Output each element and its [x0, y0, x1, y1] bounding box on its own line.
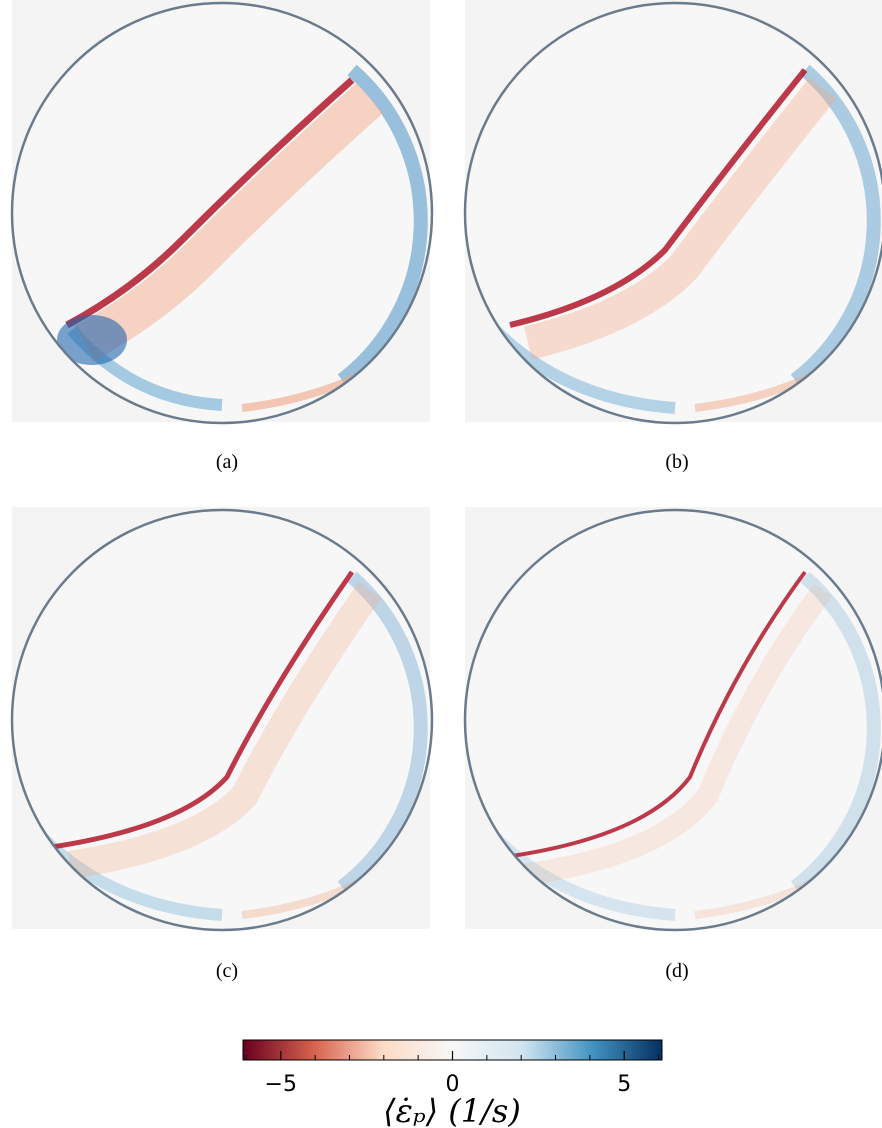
interface: [509, 68, 808, 328]
heatmap: [465, 510, 882, 930]
tick-label: 0: [446, 1072, 460, 1097]
panel-label: (a): [216, 451, 238, 473]
interior: [12, 3, 432, 423]
container-outline: [463, 508, 882, 932]
panel: [463, 0, 882, 425]
interface: [51, 570, 355, 850]
heatmap: [465, 3, 882, 423]
interior: [12, 510, 432, 930]
heatmap: [12, 3, 432, 423]
interface-glow: [524, 77, 837, 360]
rim-blue: [337, 571, 428, 893]
panel-label: (d): [665, 960, 688, 982]
rim-blue: [790, 64, 881, 386]
panel: [10, 0, 434, 425]
colorbar: −5 0 5 ⟨ε̇ₚ⟩ (1/s): [242, 1039, 663, 1128]
rim-blue: [790, 571, 881, 893]
interface-glow: [75, 83, 384, 361]
panel: [10, 507, 434, 932]
tick-label: −5: [265, 1072, 297, 1097]
rim-blue: [337, 64, 428, 386]
panel-label: (b): [665, 451, 688, 473]
interface: [65, 77, 355, 329]
interior: [465, 3, 882, 423]
container-outline: [10, 508, 434, 932]
panel: [463, 507, 882, 932]
panel-label: (c): [216, 960, 238, 982]
tick-label: 5: [617, 1072, 631, 1097]
heatmap: [12, 510, 432, 930]
interface: [504, 570, 807, 859]
colorbar-label: ⟨ε̇ₚ⟩ (1/s): [383, 1092, 521, 1128]
container-outline: [10, 1, 434, 425]
blue-spot: [57, 315, 127, 365]
interior: [465, 510, 882, 930]
interface-glow: [67, 582, 382, 879]
container-outline: [463, 1, 882, 425]
interface-glow: [521, 583, 832, 886]
